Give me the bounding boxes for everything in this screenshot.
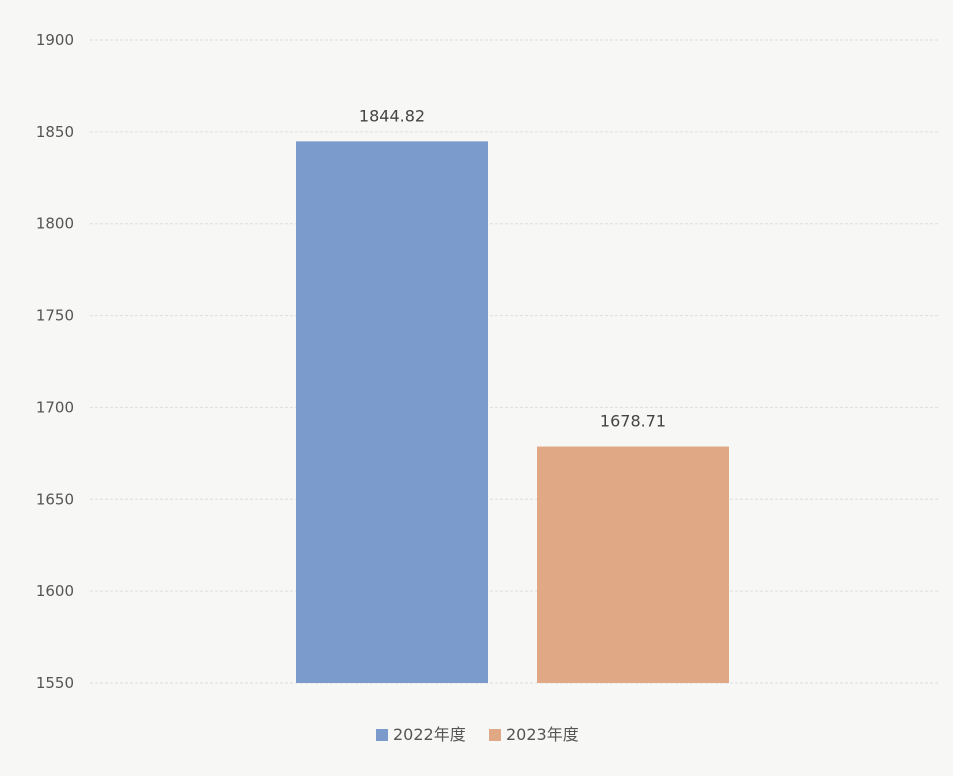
y-tick-label-1900: 1900 <box>36 31 74 49</box>
data-label-2023年度: 1678.71 <box>600 412 666 431</box>
legend-swatch-2022年度 <box>376 729 388 741</box>
data-label-2022年度: 1844.82 <box>359 106 425 125</box>
y-tick-label-1600: 1600 <box>36 582 74 600</box>
bar-2023年度 <box>537 446 729 683</box>
y-tick-label-1700: 1700 <box>36 398 74 416</box>
bar-2022年度 <box>296 141 488 684</box>
y-axis-ticks: 1900 1850 1800 1750 1700 1650 1600 1550 <box>36 31 74 692</box>
legend-swatch-2023年度 <box>489 729 501 741</box>
y-tick-label-1800: 1800 <box>36 215 74 233</box>
y-tick-label-1750: 1750 <box>36 307 74 325</box>
legend-label-2022年度: 2022年度 <box>393 725 466 744</box>
y-tick-label-1650: 1650 <box>36 490 74 508</box>
legend-label-2023年度: 2023年度 <box>506 725 579 744</box>
bars <box>296 141 729 684</box>
data-labels: 1844.82 1678.71 <box>359 106 666 430</box>
y-tick-label-1850: 1850 <box>36 123 74 141</box>
y-tick-label-1550: 1550 <box>36 674 74 692</box>
legend: 2022年度 2023年度 <box>376 725 579 744</box>
grid-lines <box>90 39 940 684</box>
